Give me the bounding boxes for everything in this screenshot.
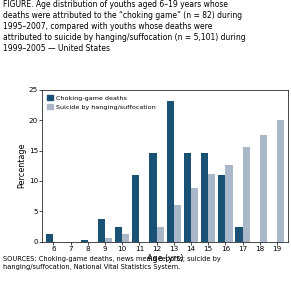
Text: FIGURE. Age distribution of youths aged 6–19 years whose
deaths were attributed : FIGURE. Age distribution of youths aged … [3, 0, 246, 53]
X-axis label: Age (yrs): Age (yrs) [147, 254, 183, 263]
Bar [98, 219, 105, 242]
Bar [149, 153, 157, 242]
Bar [174, 205, 181, 242]
Bar [225, 164, 233, 242]
Bar [260, 135, 267, 242]
Bar [166, 101, 174, 242]
Bar [242, 147, 250, 242]
Text: ⁠
SOURCES: Choking-game deaths, news media reports; suicide by
hanging/suffocati: ⁠ SOURCES: Choking-game deaths, news med… [3, 249, 221, 270]
Bar [201, 153, 208, 242]
Y-axis label: Percentage: Percentage [17, 143, 26, 188]
Bar [218, 175, 225, 242]
Bar [122, 234, 129, 242]
Bar [81, 240, 88, 242]
Bar [208, 174, 215, 242]
Bar [157, 227, 164, 242]
Bar [105, 238, 112, 242]
Bar [132, 175, 139, 242]
Bar [277, 120, 284, 242]
Bar [115, 227, 122, 242]
Bar [46, 234, 53, 242]
Bar [184, 153, 191, 242]
Bar [191, 188, 198, 242]
Bar [235, 227, 242, 242]
Legend: Choking-game deaths, Suicide by hanging/suffocation: Choking-game deaths, Suicide by hanging/… [45, 93, 157, 112]
